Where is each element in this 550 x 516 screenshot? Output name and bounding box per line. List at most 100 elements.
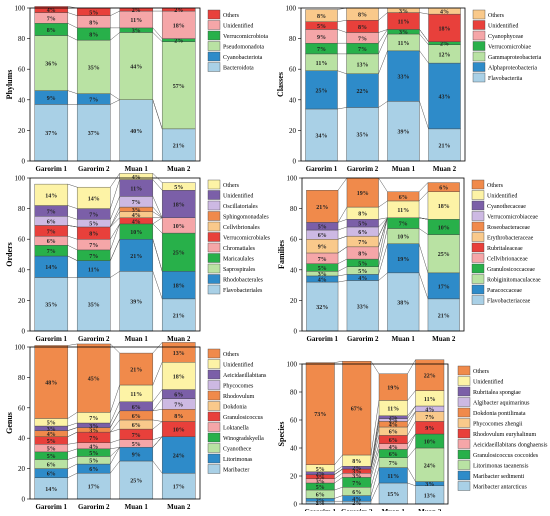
data-label: 21% [130,254,142,260]
y-tick-label: 80 [290,205,298,213]
data-label: 14% [45,265,57,271]
data-label: 18% [173,284,185,290]
data-label: 2% [440,42,449,48]
connector-line [378,272,388,281]
data-label: 19% [397,257,409,263]
connector-line [110,460,120,474]
x-tick-label: Garorim 1 [306,165,338,173]
data-label: 32% [316,305,328,311]
data-label: 17% [88,485,100,491]
connector-line [110,93,120,101]
data-label: 6% [318,233,327,239]
data-label: 6% [47,239,56,245]
data-label: 6% [132,423,141,429]
data-label: 17% [438,284,450,290]
data-label: 13% [357,62,369,68]
data-label: 40% [130,129,142,135]
y-tick-label: 80 [289,35,297,43]
data-label: 5% [132,442,141,448]
x-tick-label: Garorim 2 [347,335,379,343]
data-label: 37% [45,131,57,137]
y-tick-label: 60 [290,417,298,425]
connector-line [110,196,120,220]
legend-label: Unidentified [223,362,253,369]
bar-segment [119,32,154,100]
legend-label: Unidentified [223,193,253,200]
connector-line [370,457,380,488]
bar-segment [161,10,196,39]
data-label: 18% [173,23,185,29]
data-label: 43% [439,94,451,100]
bar-segment [161,190,196,218]
connector-line [334,454,343,465]
legend-label: Phycocomes [223,384,254,390]
bar-segment [119,238,154,272]
data-label: 18% [173,374,185,380]
x-tick-label: Muan 1 [392,165,416,173]
connector-line [110,10,120,16]
legend-swatch [457,365,471,376]
data-label: 2% [174,39,183,45]
data-label: 9% [318,245,327,251]
legend-swatch [207,453,221,464]
legend-swatch [207,211,221,221]
connector-line [110,217,120,228]
data-label: 5% [318,225,327,231]
bar-segment [76,39,111,94]
bar-segment [415,447,445,482]
connector-line [152,460,163,474]
legend-swatch [457,439,471,449]
connector-line [334,360,343,363]
y-tick-label: 100 [286,5,297,13]
legend-swatch [207,422,221,432]
connector-line [418,182,429,192]
connector-line [110,447,120,450]
y-tick-label: 80 [18,35,26,43]
data-label: 3% [316,479,325,485]
data-label: 7% [399,222,408,228]
data-label: 57% [173,84,185,90]
connector-line [378,50,388,74]
legend-swatch [207,432,221,443]
data-label: 6% [358,230,367,236]
connector-line [110,179,120,209]
connector-line [334,465,343,473]
data-label: 18% [439,26,451,32]
connector-line [378,228,388,267]
data-label: 44% [130,65,142,71]
connector-line [67,245,78,251]
bar-segment [76,472,111,500]
connector-line [110,384,120,413]
data-label: 36% [45,62,57,68]
x-tick-label: Garorim 2 [347,165,379,173]
data-label: 7% [47,249,56,255]
data-label: 3% [47,427,56,433]
legend-label: Dokdonia [223,405,247,411]
connector-line [337,246,348,254]
y-tick-label: 0 [22,328,26,336]
data-label: 3% [399,30,408,36]
legend-label: Phycocomes zhengii [473,422,523,428]
x-tick-label: Garorim 1 [35,165,67,173]
data-label: 9% [47,96,56,102]
legend-swatch [207,30,221,41]
connector-line [418,272,429,299]
legend-swatch [471,221,485,232]
y-tick-label: 20 [290,297,298,305]
data-label: 5% [316,485,325,491]
connector-line [337,258,348,264]
data-label: 7% [358,240,367,246]
bar-segment [34,183,69,206]
legend-label: Others [473,369,490,375]
connector-line [337,235,348,240]
data-label: 35% [88,65,100,71]
bar-segment [119,271,154,332]
legend-swatch [207,190,221,200]
connector-line [67,343,78,346]
data-label: 21% [438,313,450,319]
connector-line [337,29,347,33]
legend-label: Saprospirales [223,267,256,273]
legend-swatch [207,369,221,380]
data-label: 5% [89,451,98,457]
legend-swatch [207,221,221,232]
